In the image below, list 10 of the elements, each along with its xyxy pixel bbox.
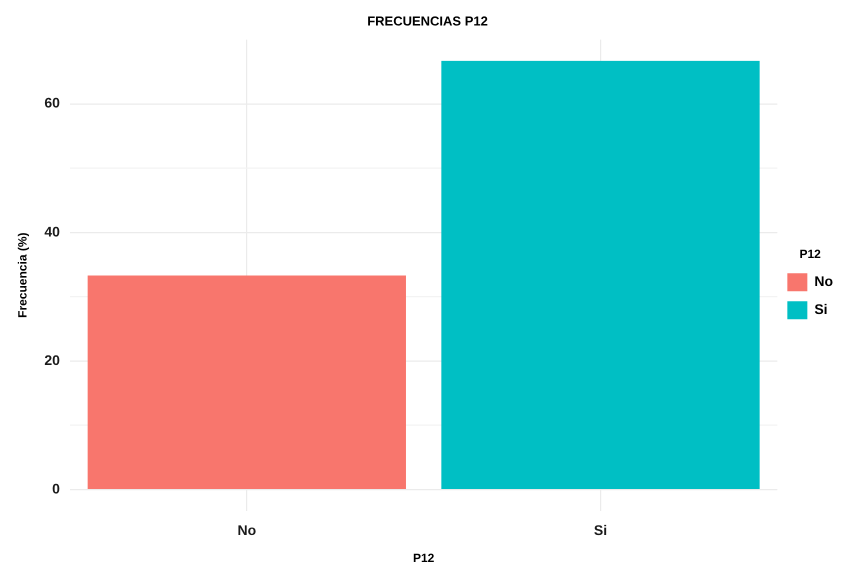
legend-label: No <box>814 273 834 290</box>
legend-title: P12 <box>799 247 822 262</box>
legend-label: Si <box>814 301 828 318</box>
chart-title: FRECUENCIAS P12 <box>367 13 488 28</box>
y-tick-label: 40 <box>44 223 60 240</box>
y-tick-label: 0 <box>52 480 60 496</box>
x-axis-title: P12 <box>412 551 435 566</box>
y-tick-label: 20 <box>44 352 60 368</box>
y-tick-label: 60 <box>44 94 60 111</box>
y-axis-title: Frecuencia (%) <box>16 232 30 318</box>
